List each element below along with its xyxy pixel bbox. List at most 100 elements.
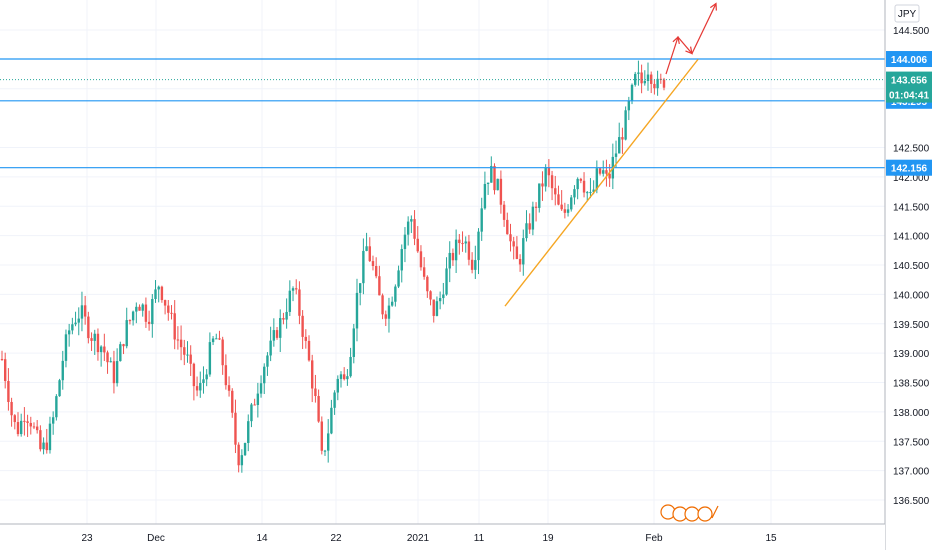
candle-body (592, 189, 595, 193)
candle-body (192, 363, 196, 387)
candle-body (352, 328, 355, 357)
candle-body (662, 79, 666, 88)
candle-body (183, 347, 186, 355)
candle-body (422, 267, 426, 277)
current-price-tag-text: 01:04:41 (889, 91, 929, 102)
candle-body (454, 239, 458, 261)
candle-body (336, 378, 339, 393)
candle-body (304, 336, 308, 341)
candle-body (234, 412, 237, 445)
candle-body (554, 188, 557, 195)
x-tick-label: 11 (474, 533, 485, 544)
candle-body (656, 78, 659, 89)
candle-body (618, 137, 621, 154)
candle-body (275, 330, 279, 338)
candle-body (534, 206, 538, 208)
candle-body (317, 396, 320, 422)
candle-body (157, 286, 160, 290)
candle-body (374, 266, 378, 277)
candle-body (170, 312, 173, 314)
candle-body (570, 197, 573, 210)
candle-body (3, 359, 7, 382)
candle-body (42, 442, 45, 450)
candle-body (163, 300, 167, 306)
candle-body (339, 374, 343, 379)
candle-body (227, 385, 231, 391)
event-icon (684, 506, 700, 522)
trendline[interactable] (504, 58, 699, 307)
candle-body (285, 311, 288, 320)
candle-body (83, 305, 87, 317)
candle-body (589, 192, 592, 194)
x-tick-label: Feb (645, 533, 663, 544)
horizontal-levels (0, 58, 885, 169)
candle-body (10, 401, 13, 416)
x-tick-label: 15 (765, 533, 777, 544)
candle-body (547, 167, 551, 176)
candle-body (48, 423, 52, 451)
candle-body (406, 221, 410, 235)
candle-body (61, 360, 64, 381)
candle-body (64, 334, 68, 361)
x-tick-label: 22 (330, 533, 342, 544)
candle-body (544, 167, 547, 187)
candle-body (541, 183, 544, 187)
candle-body (573, 189, 576, 198)
candle-body (295, 288, 298, 290)
candle-body (643, 80, 647, 84)
candle-body (215, 338, 218, 340)
candle-body (186, 354, 189, 356)
candle-body (378, 276, 381, 296)
candle-body (291, 288, 295, 291)
candle-body (349, 356, 352, 377)
candle-body (515, 246, 519, 259)
candle-body (346, 376, 349, 380)
candle-body (368, 246, 371, 262)
current-price-tag-text: 143.656 (891, 76, 928, 87)
candle-body (259, 383, 263, 394)
candle-body (493, 165, 496, 191)
candle-body (506, 219, 509, 235)
y-tick-label: 139.500 (893, 320, 930, 331)
candle-body (253, 404, 256, 406)
candle-body (598, 168, 602, 174)
candle-body (247, 421, 250, 444)
candle-body (71, 324, 74, 331)
candle-body (154, 289, 157, 299)
currency-badge[interactable]: JPY (894, 4, 920, 23)
candle-body (630, 84, 634, 101)
projection-path[interactable] (665, 3, 717, 75)
chart-grid (0, 0, 885, 524)
candle-body (563, 209, 567, 213)
candle-body (560, 204, 563, 210)
candle-body (413, 219, 416, 239)
candle-body (458, 239, 461, 244)
currency-label: JPY (898, 9, 917, 20)
candle-body (621, 137, 624, 140)
candle-body (45, 442, 48, 451)
candle-body (490, 165, 493, 183)
candle-body (624, 110, 627, 140)
y-tick-label: 141.000 (893, 232, 930, 243)
current-price-tag (886, 71, 932, 103)
level-price-tag (886, 51, 932, 68)
candle-body (640, 72, 643, 84)
candle-body (279, 318, 282, 338)
candle-body (550, 175, 554, 189)
arrow-head-icon (709, 2, 717, 11)
candle-body (13, 415, 16, 423)
candle-body (566, 209, 570, 213)
candle-body (80, 305, 84, 319)
candle-body (179, 339, 183, 348)
y-tick-label: 137.000 (893, 467, 930, 478)
candle-body (55, 396, 58, 418)
event-icon (711, 505, 719, 519)
candle-body (538, 183, 541, 208)
candle-body (608, 173, 611, 179)
candle-body (464, 241, 467, 244)
events-icons[interactable] (660, 504, 719, 522)
candle-body (7, 381, 10, 402)
candle-body (93, 333, 96, 341)
candle-body (74, 322, 77, 325)
